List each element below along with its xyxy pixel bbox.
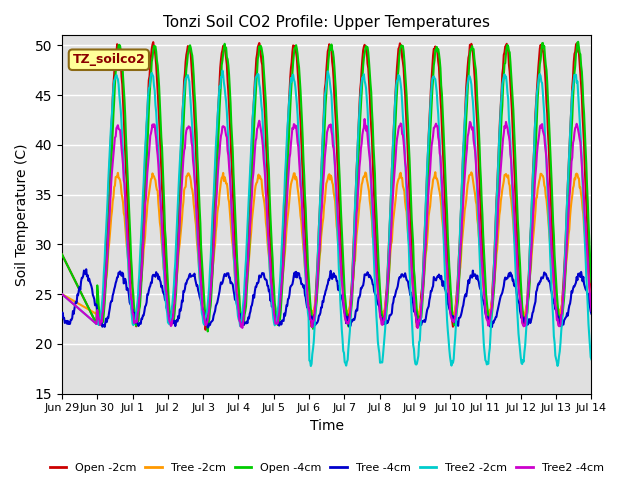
X-axis label: Time: Time [310,419,344,433]
Text: TZ_soilco2: TZ_soilco2 [72,53,145,66]
Legend: Open -2cm, Tree -2cm, Open -4cm, Tree -4cm, Tree2 -2cm, Tree2 -4cm: Open -2cm, Tree -2cm, Open -4cm, Tree -4… [45,459,608,478]
Title: Tonzi Soil CO2 Profile: Upper Temperatures: Tonzi Soil CO2 Profile: Upper Temperatur… [163,15,490,30]
Y-axis label: Soil Temperature (C): Soil Temperature (C) [15,143,29,286]
